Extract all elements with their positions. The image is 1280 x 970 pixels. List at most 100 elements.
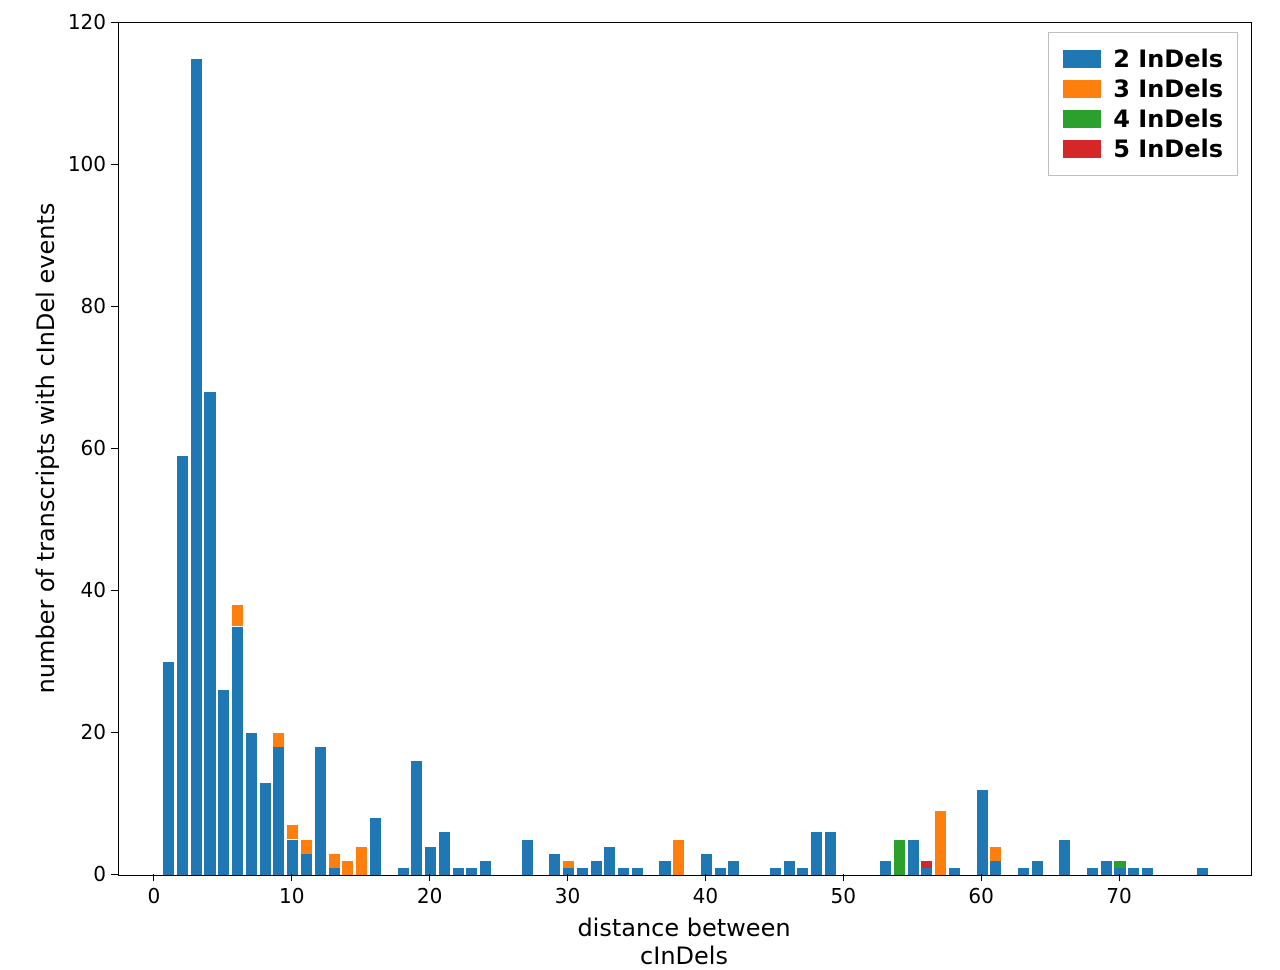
bar (659, 861, 670, 875)
x-tick-label: 40 (685, 884, 725, 908)
bar (425, 847, 436, 875)
y-tick-label: 100 (68, 152, 106, 176)
x-tick-mark (429, 874, 430, 881)
bar (715, 868, 726, 875)
bar (191, 59, 202, 876)
bar (921, 868, 932, 875)
bar (329, 854, 340, 868)
legend-label: 2 InDels (1113, 45, 1223, 73)
bar (1142, 868, 1153, 875)
bar (921, 861, 932, 868)
x-axis-label: distance between cInDels (534, 914, 834, 970)
bar (935, 811, 946, 875)
bar (287, 825, 298, 839)
legend-swatch (1063, 80, 1101, 98)
bar (1114, 868, 1125, 875)
bar (1128, 868, 1139, 875)
legend-label: 5 InDels (1113, 135, 1223, 163)
bar (356, 847, 367, 875)
legend-swatch (1063, 50, 1101, 68)
bar (204, 392, 215, 875)
bar (880, 861, 891, 875)
x-tick-mark (705, 874, 706, 881)
x-tick-label: 70 (1099, 884, 1139, 908)
y-tick-mark (111, 448, 118, 449)
bar (577, 868, 588, 875)
bar (563, 861, 574, 868)
bar (908, 840, 919, 876)
legend-item: 2 InDels (1063, 45, 1223, 73)
bar (260, 783, 271, 875)
x-tick-mark (843, 874, 844, 881)
bar (1018, 868, 1029, 875)
bar (549, 854, 560, 875)
legend-swatch (1063, 140, 1101, 158)
bar (1101, 861, 1112, 875)
bar (301, 840, 312, 854)
bar (1087, 868, 1098, 875)
bar (301, 854, 312, 875)
bar (287, 840, 298, 876)
bar (1197, 868, 1208, 875)
y-tick-label: 60 (81, 436, 106, 460)
bar (453, 868, 464, 875)
bar (177, 456, 188, 875)
bar (990, 847, 1001, 861)
x-tick-mark (1119, 874, 1120, 881)
bar (811, 832, 822, 875)
y-tick-mark (111, 306, 118, 307)
chart-container: number of transcripts with cInDel events… (0, 0, 1280, 953)
bar (618, 868, 629, 875)
bar (439, 832, 450, 875)
bar (1114, 861, 1125, 868)
y-axis-label: number of transcripts with cInDel events (32, 173, 60, 723)
x-tick-mark (153, 874, 154, 881)
x-tick-label: 10 (272, 884, 312, 908)
bar (990, 861, 1001, 875)
legend-swatch (1063, 110, 1101, 128)
y-tick-mark (111, 164, 118, 165)
bar (728, 861, 739, 875)
y-tick-mark (111, 22, 118, 23)
y-tick-label: 120 (68, 10, 106, 34)
bar (591, 861, 602, 875)
legend-item: 4 InDels (1063, 105, 1223, 133)
y-tick-label: 40 (81, 578, 106, 602)
bar (232, 605, 243, 626)
bar (701, 854, 712, 875)
bar (232, 627, 243, 876)
bar (273, 733, 284, 747)
x-tick-label: 60 (961, 884, 1001, 908)
x-tick-label: 0 (134, 884, 174, 908)
bar (522, 840, 533, 876)
bar (797, 868, 808, 875)
bar (342, 861, 353, 875)
y-tick-mark (111, 732, 118, 733)
bar (329, 868, 340, 875)
bar (977, 790, 988, 875)
bar (770, 868, 781, 875)
bar (370, 818, 381, 875)
x-tick-label: 50 (823, 884, 863, 908)
bar (398, 868, 409, 875)
y-tick-label: 80 (81, 294, 106, 318)
legend-label: 3 InDels (1113, 75, 1223, 103)
legend-item: 5 InDels (1063, 135, 1223, 163)
bar (563, 868, 574, 875)
x-tick-label: 30 (547, 884, 587, 908)
bar (825, 832, 836, 875)
x-tick-mark (291, 874, 292, 881)
bar (1032, 861, 1043, 875)
bar (632, 868, 643, 875)
bar (480, 861, 491, 875)
legend: 2 InDels3 InDels4 InDels5 InDels (1048, 32, 1238, 176)
bar (894, 840, 905, 876)
bar (218, 690, 229, 875)
y-tick-mark (111, 590, 118, 591)
x-tick-mark (567, 874, 568, 881)
bar (1059, 840, 1070, 876)
legend-label: 4 InDels (1113, 105, 1223, 133)
y-tick-label: 20 (81, 720, 106, 744)
bar (673, 840, 684, 876)
x-tick-mark (981, 874, 982, 881)
